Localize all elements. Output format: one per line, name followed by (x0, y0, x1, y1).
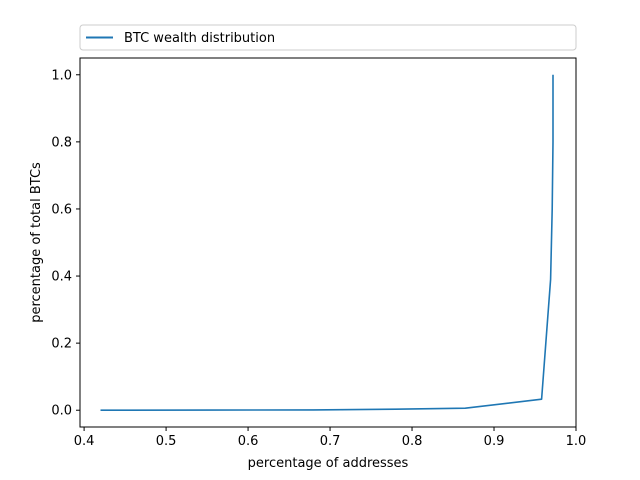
x-axis: 0.4 0.5 0.6 0.7 0.8 0.9 1.0 (74, 427, 587, 449)
x-tick-label: 0.8 (402, 434, 423, 449)
x-tick-label: 0.6 (238, 434, 259, 449)
legend-box (79, 24, 577, 51)
plot-frame (79, 57, 577, 428)
x-tick-label: 0.4 (74, 434, 95, 449)
y-tick-label: 0.6 (51, 202, 72, 217)
plot-area (100, 74, 554, 412)
y-axis-title: percentage of total BTCs (29, 162, 44, 323)
y-tick-label: 0.4 (51, 270, 72, 285)
y-axis: 0.0 0.2 0.4 0.6 0.8 1.0 (51, 68, 80, 419)
x-tick-label: 0.5 (156, 434, 177, 449)
series-line (100, 74, 554, 412)
y-tick-label: 0.0 (51, 404, 72, 419)
y-tick-label: 1.0 (51, 68, 72, 83)
x-axis-title: percentage of addresses (248, 456, 409, 471)
y-tick-label: 0.2 (51, 337, 72, 352)
y-tick-label: 0.8 (51, 135, 72, 150)
x-tick-label: 1.0 (566, 434, 587, 449)
x-tick-label: 0.9 (484, 434, 505, 449)
x-tick-label: 0.7 (320, 434, 341, 449)
legend: BTC wealth distribution (79, 24, 577, 51)
legend-label: BTC wealth distribution (124, 31, 275, 46)
